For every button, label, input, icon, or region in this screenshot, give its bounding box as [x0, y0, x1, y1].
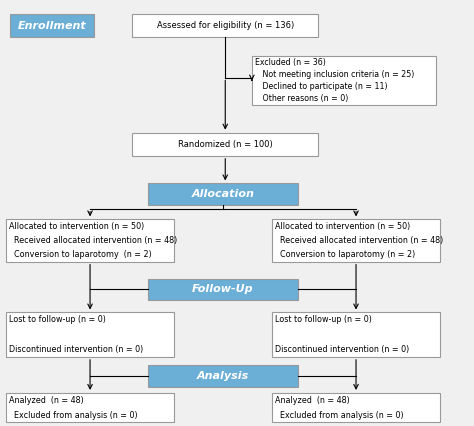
Text: Lost to follow-up (n = 0): Lost to follow-up (n = 0) — [275, 315, 372, 324]
Text: Excluded (n = 36): Excluded (n = 36) — [255, 58, 326, 67]
FancyBboxPatch shape — [148, 279, 299, 300]
FancyBboxPatch shape — [148, 183, 299, 204]
Text: Declined to participate (n = 11): Declined to participate (n = 11) — [255, 82, 388, 91]
Text: Follow-Up: Follow-Up — [192, 284, 254, 294]
Text: Enrollment: Enrollment — [18, 21, 87, 31]
Text: Not meeting inclusion criteria (n = 25): Not meeting inclusion criteria (n = 25) — [255, 70, 415, 79]
Text: Conversion to laparotomy (n = 2): Conversion to laparotomy (n = 2) — [275, 250, 416, 259]
FancyBboxPatch shape — [6, 393, 174, 423]
Text: Excluded from analysis (n = 0): Excluded from analysis (n = 0) — [9, 411, 138, 420]
FancyBboxPatch shape — [132, 132, 319, 156]
FancyBboxPatch shape — [272, 393, 440, 423]
FancyBboxPatch shape — [272, 219, 440, 262]
FancyBboxPatch shape — [6, 219, 174, 262]
Text: Conversion to laparotomy  (n = 2): Conversion to laparotomy (n = 2) — [9, 250, 152, 259]
Text: Received allocated intervention (n = 48): Received allocated intervention (n = 48) — [275, 236, 444, 245]
Text: Allocated to intervention (n = 50): Allocated to intervention (n = 50) — [9, 222, 145, 231]
Text: Received allocated intervention (n = 48): Received allocated intervention (n = 48) — [9, 236, 178, 245]
FancyBboxPatch shape — [148, 366, 299, 386]
Text: Allocation: Allocation — [191, 189, 255, 199]
FancyBboxPatch shape — [272, 312, 440, 357]
Text: Randomized (n = 100): Randomized (n = 100) — [178, 140, 273, 149]
FancyBboxPatch shape — [10, 14, 94, 37]
Text: Discontinued intervention (n = 0): Discontinued intervention (n = 0) — [9, 345, 144, 354]
FancyBboxPatch shape — [252, 56, 436, 105]
FancyBboxPatch shape — [6, 312, 174, 357]
Text: Analyzed  (n = 48): Analyzed (n = 48) — [275, 396, 350, 405]
Text: Assessed for eligibility (n = 136): Assessed for eligibility (n = 136) — [156, 21, 294, 30]
Text: Discontinued intervention (n = 0): Discontinued intervention (n = 0) — [275, 345, 410, 354]
Text: Other reasons (n = 0): Other reasons (n = 0) — [255, 95, 349, 104]
Text: Excluded from analysis (n = 0): Excluded from analysis (n = 0) — [275, 411, 404, 420]
FancyBboxPatch shape — [132, 14, 319, 37]
Text: Allocated to intervention (n = 50): Allocated to intervention (n = 50) — [275, 222, 410, 231]
Text: Analysis: Analysis — [197, 371, 249, 381]
Text: Analyzed  (n = 48): Analyzed (n = 48) — [9, 396, 84, 405]
Text: Lost to follow-up (n = 0): Lost to follow-up (n = 0) — [9, 315, 106, 324]
